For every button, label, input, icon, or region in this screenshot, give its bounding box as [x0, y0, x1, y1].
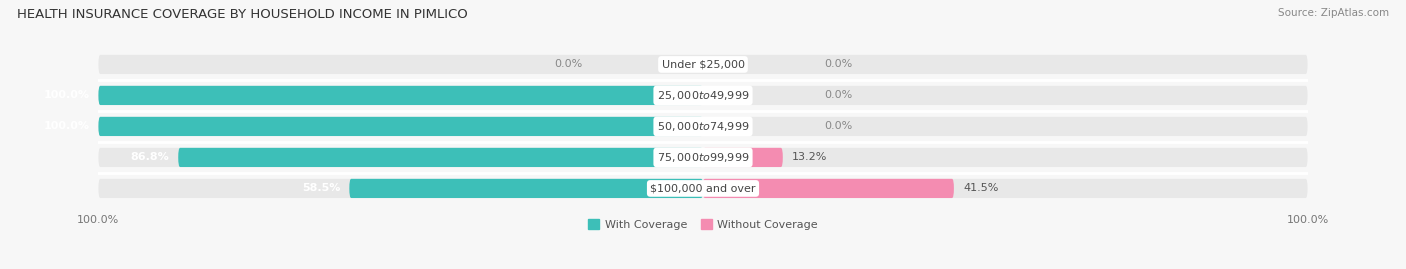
FancyBboxPatch shape — [98, 55, 1308, 74]
FancyBboxPatch shape — [98, 148, 1308, 167]
FancyBboxPatch shape — [703, 179, 953, 198]
FancyBboxPatch shape — [98, 117, 1308, 136]
FancyBboxPatch shape — [98, 86, 703, 105]
Text: $100,000 and over: $100,000 and over — [650, 183, 756, 193]
FancyBboxPatch shape — [98, 86, 1308, 105]
FancyBboxPatch shape — [349, 179, 703, 198]
Text: 0.0%: 0.0% — [824, 59, 852, 69]
Text: Under $25,000: Under $25,000 — [661, 59, 745, 69]
Text: 100.0%: 100.0% — [44, 90, 90, 100]
Text: $75,000 to $99,999: $75,000 to $99,999 — [657, 151, 749, 164]
Text: HEALTH INSURANCE COVERAGE BY HOUSEHOLD INCOME IN PIMLICO: HEALTH INSURANCE COVERAGE BY HOUSEHOLD I… — [17, 8, 468, 21]
Text: $50,000 to $74,999: $50,000 to $74,999 — [657, 120, 749, 133]
Text: 86.8%: 86.8% — [131, 153, 169, 162]
Text: 100.0%: 100.0% — [44, 121, 90, 132]
Text: 13.2%: 13.2% — [792, 153, 827, 162]
Text: 0.0%: 0.0% — [824, 121, 852, 132]
Text: $25,000 to $49,999: $25,000 to $49,999 — [657, 89, 749, 102]
Text: 0.0%: 0.0% — [554, 59, 582, 69]
FancyBboxPatch shape — [703, 148, 783, 167]
Text: Source: ZipAtlas.com: Source: ZipAtlas.com — [1278, 8, 1389, 18]
FancyBboxPatch shape — [179, 148, 703, 167]
Text: 58.5%: 58.5% — [302, 183, 340, 193]
FancyBboxPatch shape — [98, 117, 703, 136]
Text: 41.5%: 41.5% — [963, 183, 998, 193]
Legend: With Coverage, Without Coverage: With Coverage, Without Coverage — [583, 215, 823, 234]
FancyBboxPatch shape — [98, 179, 1308, 198]
Text: 0.0%: 0.0% — [824, 90, 852, 100]
